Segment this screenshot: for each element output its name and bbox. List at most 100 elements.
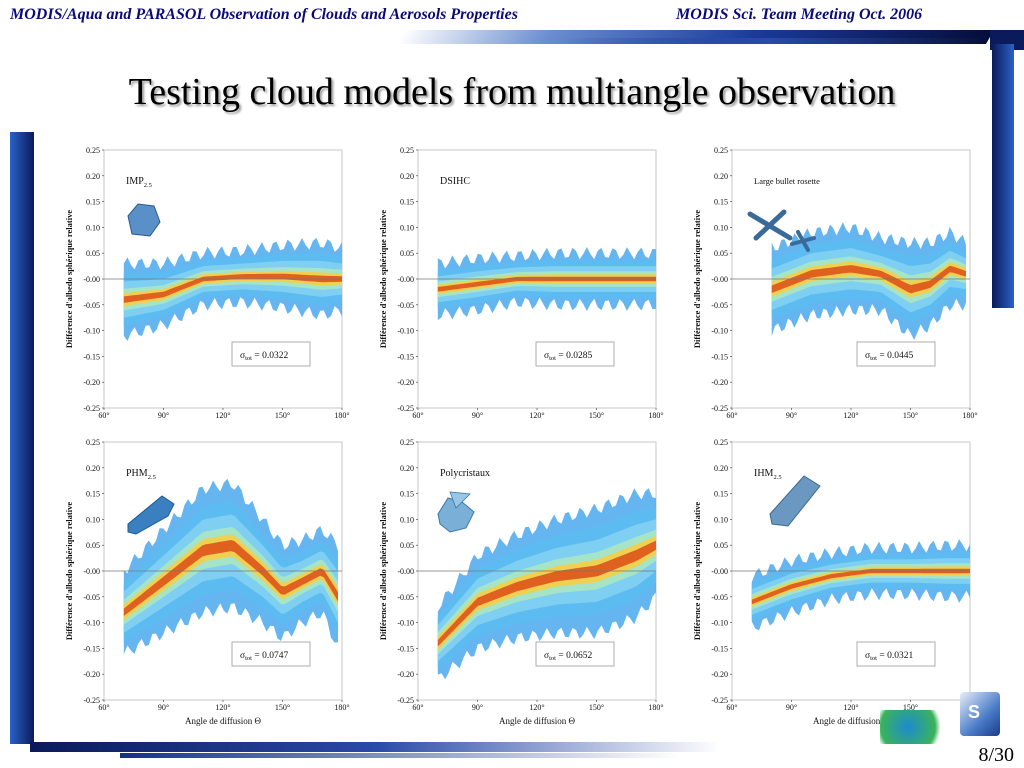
- y-tick-label: -0.00: [83, 275, 100, 284]
- y-tick-label: -0.25: [83, 404, 100, 413]
- x-tick-label: 60°: [412, 411, 423, 420]
- sigma-label: σtot = 0.0322: [240, 351, 288, 362]
- header-left-text: MODIS/Aqua and PARASOL Observation of Cl…: [10, 6, 518, 23]
- density-band: [751, 568, 970, 605]
- x-tick-label: 90°: [786, 411, 797, 420]
- y-tick-label: 0.10: [714, 223, 728, 232]
- prism-crystal-icon: [127, 495, 175, 535]
- y-tick-label: -0.05: [397, 593, 414, 602]
- sigma-box: [856, 341, 936, 367]
- x-axis-label: Angle de diffusion Θ: [813, 716, 890, 726]
- y-tick-label: -0.25: [711, 696, 728, 705]
- y-axis-label: Différence d'albedo sphérique relative: [692, 502, 702, 640]
- y-tick-label: 0.20: [400, 172, 414, 181]
- density-band: [437, 540, 656, 647]
- sigma-label: σtot = 0.0285: [544, 351, 592, 362]
- x-tick-label: 90°: [472, 411, 483, 420]
- x-tick-label: 120°: [529, 411, 544, 420]
- y-axis-label: Différence d'albedo sphérique relative: [692, 210, 702, 348]
- header-right-text: MODIS Sci. Team Meeting Oct. 2006: [676, 6, 923, 23]
- left-bar: [10, 132, 34, 744]
- y-tick-label: -0.15: [397, 644, 414, 653]
- x-tick-label: 120°: [215, 703, 230, 712]
- x-axis-label: Angle de diffusion Θ: [185, 716, 262, 726]
- x-tick-label: 150°: [903, 411, 918, 420]
- bottom-swoosh: [30, 742, 720, 752]
- polycrystal-icon: [437, 491, 475, 533]
- density-band: [771, 265, 966, 294]
- chart-panel: 0.25 0.20 0.15 0.10 0.05 -0.00 -0.05 -0.10 -0.15…: [692, 438, 978, 726]
- y-tick-label: 0.25: [714, 146, 728, 155]
- y-tick-label: -0.00: [711, 567, 728, 576]
- x-tick-label: 150°: [589, 411, 604, 420]
- y-tick-label: -0.20: [83, 378, 100, 387]
- sigma-label: σtot = 0.0747: [240, 651, 288, 662]
- x-tick-label: 90°: [158, 411, 169, 420]
- x-tick-label: 180°: [334, 411, 349, 420]
- x-tick-label: 150°: [275, 703, 290, 712]
- y-tick-label: 0.05: [714, 541, 728, 550]
- bullet-rosette-icon: [747, 209, 816, 252]
- y-tick-label: -0.15: [83, 352, 100, 361]
- y-axis-label: Différence d'albedo sphérique relative: [378, 502, 388, 640]
- y-tick-label: 0.05: [86, 541, 100, 550]
- y-tick-label: -0.15: [397, 352, 414, 361]
- density-band: [123, 527, 338, 625]
- y-tick-label: -0.25: [397, 696, 414, 705]
- sigma-box: [231, 341, 311, 367]
- sigma-label: σtot = 0.0445: [865, 351, 913, 362]
- x-tick-label: 150°: [903, 703, 918, 712]
- x-tick-label: 90°: [786, 703, 797, 712]
- x-tick-label: 90°: [472, 703, 483, 712]
- x-tick-label: 180°: [648, 411, 663, 420]
- y-tick-label: -0.25: [83, 696, 100, 705]
- density-band: [437, 276, 656, 292]
- y-tick-label: 0.25: [714, 438, 728, 447]
- y-tick-label: 0.10: [86, 515, 100, 524]
- y-tick-label: 0.05: [400, 541, 414, 550]
- y-tick-label: 0.15: [714, 198, 728, 207]
- y-tick-label: -0.10: [711, 619, 728, 628]
- y-tick-label: -0.20: [711, 378, 728, 387]
- decorative-blob: [880, 710, 950, 744]
- y-tick-label: -0.00: [397, 567, 414, 576]
- y-tick-label: -0.00: [83, 567, 100, 576]
- y-tick-label: -0.15: [711, 352, 728, 361]
- y-tick-label: -0.15: [711, 644, 728, 653]
- chart-panel: 0.25 0.20 0.15 0.10 0.05 -0.00 -0.05 -0.10 -0.15…: [64, 146, 350, 420]
- y-tick-label: -0.20: [397, 670, 414, 679]
- density-band: [123, 540, 338, 616]
- y-tick-label: -0.10: [83, 327, 100, 336]
- y-tick-label: -0.05: [83, 593, 100, 602]
- y-axis-label: Différence d'albedo sphérique relative: [378, 210, 388, 348]
- y-tick-label: -0.05: [83, 301, 100, 310]
- y-tick-label: 0.10: [400, 515, 414, 524]
- y-tick-label: 0.25: [400, 146, 414, 155]
- x-tick-label: 180°: [962, 411, 977, 420]
- y-tick-label: -0.00: [397, 275, 414, 284]
- sigma-label: σtot = 0.0321: [865, 651, 913, 662]
- x-tick-label: 120°: [843, 703, 858, 712]
- x-tick-label: 150°: [275, 411, 290, 420]
- chart-panel: 0.25 0.20 0.15 0.10 0.05 -0.00 -0.05 -0.10 -0.15…: [64, 438, 350, 726]
- y-tick-label: 0.15: [714, 490, 728, 499]
- y-tick-label: 0.05: [714, 249, 728, 258]
- y-tick-label: -0.10: [83, 619, 100, 628]
- top-swoosh-line: [560, 38, 980, 44]
- chart-panel: 0.25 0.20 0.15 0.10 0.05 -0.00 -0.05 -0.10 -0.15…: [378, 146, 664, 420]
- x-tick-label: 120°: [843, 411, 858, 420]
- y-tick-label: -0.05: [397, 301, 414, 310]
- x-tick-label: 90°: [158, 703, 169, 712]
- y-tick-label: 0.10: [400, 223, 414, 232]
- y-tick-label: -0.20: [83, 670, 100, 679]
- y-tick-label: 0.15: [86, 198, 100, 207]
- logo-icon: S: [960, 692, 1000, 736]
- y-tick-label: 0.20: [86, 464, 100, 473]
- y-tick-label: -0.10: [397, 327, 414, 336]
- x-tick-label: 180°: [648, 703, 663, 712]
- y-tick-label: 0.25: [86, 146, 100, 155]
- x-axis-label: Angle de diffusion Θ: [499, 716, 576, 726]
- right-bar: [992, 44, 1014, 308]
- y-tick-label: 0.20: [714, 464, 728, 473]
- y-tick-label: -0.25: [711, 404, 728, 413]
